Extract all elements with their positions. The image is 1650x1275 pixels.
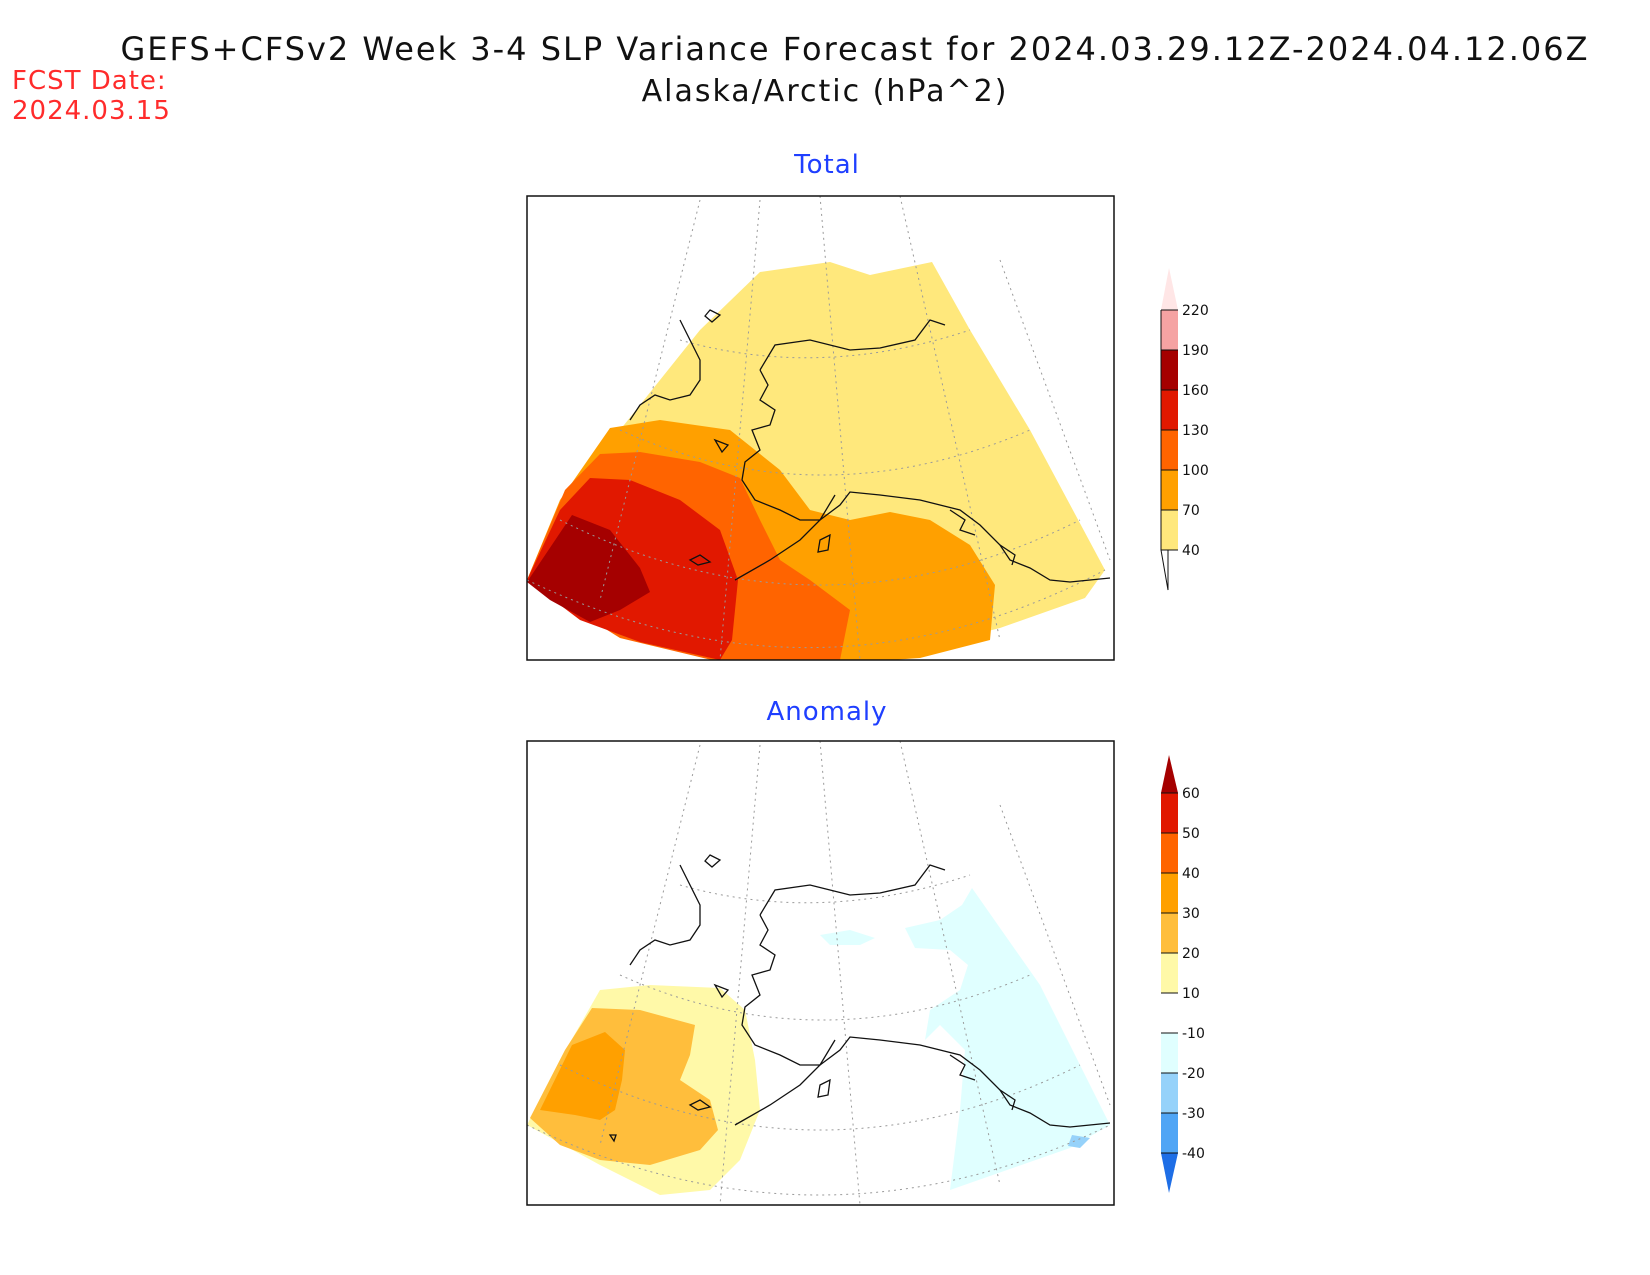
- anomaly-cb-label-20: 20: [1182, 946, 1200, 962]
- total-cb-label-190: 190: [1182, 343, 1209, 359]
- total-cb-label-130: 130: [1182, 423, 1209, 439]
- anomaly-band-neg20-neg30: [1068, 1135, 1090, 1148]
- total-cb-label-160: 160: [1182, 383, 1209, 399]
- anomaly-cb-neg30-neg20: [1161, 1073, 1178, 1113]
- sub-title: Alaska/Arctic (hPa^2): [641, 74, 1009, 109]
- anomaly-graticule: [527, 741, 1111, 1205]
- total-cb-label-100: 100: [1182, 463, 1209, 479]
- total-cb-70-100: [1161, 470, 1178, 510]
- total-coastline: [629, 309, 1111, 583]
- total-graticule: [527, 196, 1111, 660]
- anomaly-cb-label-50: 50: [1182, 826, 1200, 842]
- total-band-160-190: [527, 515, 650, 622]
- total-cb-lower-tip: [1160, 549, 1169, 591]
- anomaly-cb-label-neg30: -30: [1182, 1106, 1205, 1122]
- total-cb-label-70: 70: [1182, 503, 1200, 519]
- anomaly-panel-title: Anomaly: [766, 697, 888, 727]
- total-panel-title: Total: [794, 150, 860, 180]
- main-title: GEFS+CFSv2 Week 3-4 SLP Variance Forecas…: [120, 30, 1590, 68]
- forecast-date: FCST Date: 2024.03.15: [12, 66, 171, 126]
- total-cb-upper-tip: [1161, 268, 1178, 310]
- anomaly-map-frame: [526, 740, 1115, 1206]
- anomaly-cb-label-neg20: -20: [1182, 1066, 1205, 1082]
- anomaly-colorbar: 60 50 40 30 20 10 -10 -20 -30 -40: [1161, 755, 1205, 1193]
- anomaly-cb-label-neg40: -40: [1182, 1146, 1205, 1162]
- anomaly-cb-label-60: 60: [1182, 786, 1200, 802]
- anomaly-cb-neg10-10: [1161, 993, 1178, 1033]
- total-map-frame: [526, 195, 1115, 661]
- total-cb-190-220: [1161, 310, 1178, 350]
- anomaly-coastline: [608, 854, 1111, 1143]
- total-cb-160-190: [1161, 350, 1178, 390]
- total-map: [527, 196, 1111, 660]
- total-cb-label-220: 220: [1182, 303, 1209, 319]
- anomaly-cb-label-neg10: -10: [1182, 1026, 1205, 1042]
- anomaly-map: [527, 741, 1111, 1205]
- anomaly-cb-label-30: 30: [1182, 906, 1200, 922]
- anomaly-cb-label-10: 10: [1182, 986, 1200, 1002]
- anomaly-cb-neg20-neg10: [1161, 1033, 1178, 1073]
- forecast-date-label: FCST Date:: [12, 66, 167, 96]
- anomaly-cb-10-20: [1161, 953, 1178, 993]
- anomaly-cb-20-30: [1161, 913, 1178, 953]
- anomaly-cb-upper-tip: [1161, 755, 1178, 793]
- anomaly-band-small-cyan: [820, 930, 875, 945]
- total-colorbar: 40 70 100 130 160 190 220: [1160, 268, 1209, 591]
- total-cb-40-70: [1161, 510, 1178, 550]
- anomaly-cb-40-50: [1161, 833, 1178, 873]
- anomaly-band-neg10-neg20: [905, 888, 1110, 1190]
- forecast-date-value: 2024.03.15: [12, 96, 171, 126]
- anomaly-cb-lower-tip: [1161, 1153, 1178, 1193]
- anomaly-cb-30-40: [1161, 873, 1178, 913]
- total-cb-100-130: [1161, 430, 1178, 470]
- total-cb-130-160: [1161, 390, 1178, 430]
- anomaly-cb-50-60: [1161, 793, 1178, 833]
- anomaly-cb-label-40: 40: [1182, 866, 1200, 882]
- total-cb-label-40: 40: [1182, 543, 1200, 559]
- anomaly-cb-neg40-neg30: [1161, 1113, 1178, 1153]
